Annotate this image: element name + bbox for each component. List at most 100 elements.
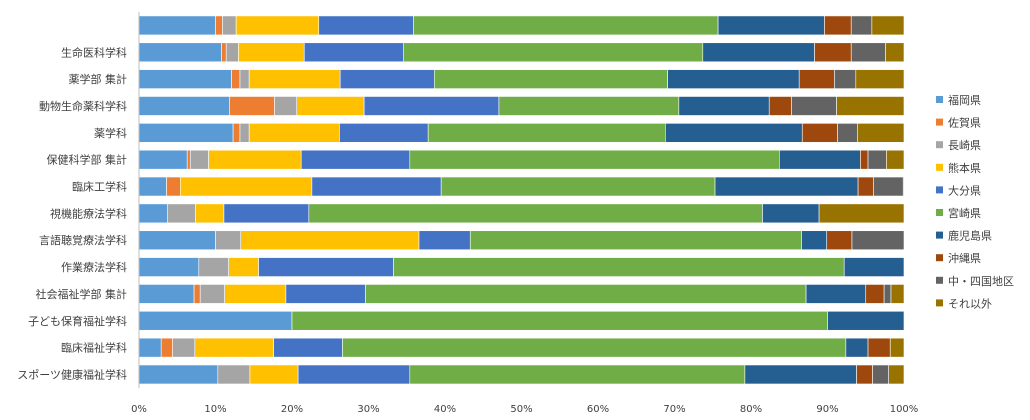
category-label: 保健科学部 集計	[47, 153, 128, 167]
bar-segment-2-6	[667, 69, 800, 89]
bar-segment-5-9	[886, 149, 905, 170]
bar-segment-7-6	[762, 203, 820, 224]
bar-segment-9-6	[843, 257, 905, 277]
bar-segment-5-1	[186, 149, 191, 170]
bar-segment-5-7	[860, 149, 869, 170]
category-label: 言語聴覚療法学科	[39, 233, 127, 247]
legend-swatch	[936, 163, 943, 171]
legend-swatch	[936, 96, 943, 103]
bar-segment-0-1	[215, 15, 223, 36]
bar-segment-10-8	[883, 284, 892, 304]
bar-segment-1-6	[702, 42, 815, 63]
category-label: 子ども保育福祉学科	[28, 314, 127, 328]
bar-segment-13-9	[888, 364, 905, 385]
x-tick-label: 90%	[816, 404, 838, 415]
bar-segment-10-7	[865, 284, 885, 304]
bar-segment-10-5	[365, 284, 807, 304]
x-tick-label: 80%	[740, 404, 762, 415]
bar-segment-2-9	[855, 69, 905, 89]
bar-segment-13-4	[297, 364, 411, 385]
bar-segment-0-3	[235, 15, 320, 36]
bar-segment-13-0	[138, 364, 219, 385]
legend-label: 鹿児島県	[948, 229, 992, 243]
bar-segment-1-3	[238, 42, 305, 63]
bar-segment-12-2	[172, 337, 196, 358]
bar-segment-4-1	[232, 123, 241, 143]
bar-segment-8-2	[215, 230, 242, 251]
bar-segment-13-8	[872, 364, 890, 385]
bar-segment-4-8	[837, 123, 858, 143]
bar-segment-10-0	[138, 284, 195, 304]
category-label: 作業療法学科	[61, 260, 127, 274]
bar-segment-6-1	[166, 176, 181, 197]
bar-segment-2-2	[239, 69, 250, 89]
legend-label: 福岡県	[948, 93, 981, 107]
legend-label: それ以外	[948, 297, 992, 310]
bar-segment-0-8	[850, 15, 873, 36]
legend-label: 長崎県	[948, 138, 981, 152]
x-tick-label: 60%	[587, 404, 609, 415]
bar-segment-10-4	[285, 284, 366, 304]
bar-segment-6-8	[873, 176, 904, 197]
bar-segment-3-5	[498, 96, 680, 116]
legend-label: 沖縄県	[948, 251, 981, 265]
bar-segment-10-3	[224, 284, 287, 304]
bar-segment-3-9	[836, 96, 905, 116]
bar-segment-8-4	[418, 230, 471, 251]
bar-segment-6-3	[180, 176, 313, 197]
bar-segment-10-2	[199, 284, 225, 304]
legend-label: 中・四国地区	[948, 275, 1014, 288]
bar-segment-3-2	[274, 96, 298, 116]
bar-segment-12-4	[273, 337, 343, 358]
bar-segment-10-9	[890, 284, 905, 304]
bar-segment-6-0	[138, 176, 167, 197]
bar-segment-10-1	[193, 284, 201, 304]
bar-segment-2-7	[798, 69, 835, 89]
legend-swatch	[936, 231, 943, 239]
x-tick-label: 20%	[281, 404, 303, 415]
bar-segment-7-3	[195, 203, 225, 224]
bar-segment-1-5	[403, 42, 704, 63]
bar-segment-13-2	[217, 364, 251, 385]
legend-swatch	[936, 276, 943, 284]
category-label: 動物生命薬科学科	[39, 99, 127, 113]
bar-segment-5-8	[867, 149, 887, 170]
category-label: 臨床福祉学科	[61, 341, 127, 355]
bar-segment-0-9	[871, 15, 905, 36]
bar-segment-1-1	[221, 42, 227, 63]
bar-segment-3-6	[678, 96, 770, 116]
bar-segment-0-2	[222, 15, 237, 36]
bar-segment-8-3	[240, 230, 420, 251]
bar-segment-11-0	[138, 310, 293, 331]
bar-segment-6-7	[857, 176, 874, 197]
category-label: 薬学科	[94, 126, 127, 140]
bar-segment-4-3	[248, 123, 340, 143]
bar-segment-0-4	[318, 15, 414, 36]
category-label: 社会福祉学部 集計	[36, 287, 128, 301]
bar-segment-7-4	[223, 203, 310, 224]
bar-segment-12-1	[160, 337, 173, 358]
bar-segment-13-5	[409, 364, 746, 385]
bar-segment-1-4	[303, 42, 404, 63]
bar-segment-13-3	[249, 364, 299, 385]
legend-label: 熊本県	[948, 161, 981, 175]
bar-segment-0-7	[824, 15, 852, 36]
legend-swatch	[936, 118, 943, 126]
legend-label: 佐賀県	[948, 116, 981, 130]
bar-segment-12-9	[889, 337, 905, 358]
bar-segment-9-0	[138, 257, 200, 277]
bar-segment-7-5	[308, 203, 763, 224]
bar-segment-8-7	[826, 230, 853, 251]
bar-segment-5-6	[779, 149, 861, 170]
x-tick-label: 10%	[204, 404, 226, 415]
bar-segment-2-1	[231, 69, 241, 89]
category-label: 薬学部 集計	[69, 72, 128, 86]
bar-segment-8-6	[801, 230, 828, 251]
bar-segment-1-9	[885, 42, 905, 63]
x-tick-label: 40%	[434, 404, 456, 415]
bar-segment-10-6	[805, 284, 867, 304]
bar-segment-2-5	[433, 69, 668, 89]
x-tick-label: 70%	[663, 404, 685, 415]
